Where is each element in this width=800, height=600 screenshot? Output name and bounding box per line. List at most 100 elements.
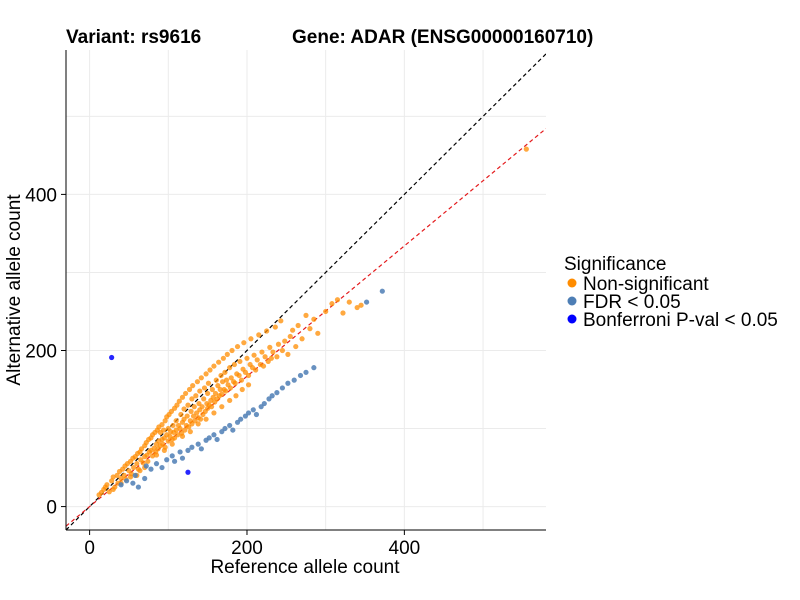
point-non-significant xyxy=(137,468,143,474)
grid-lines xyxy=(66,50,546,530)
point-non-significant xyxy=(193,393,199,399)
point-non-significant xyxy=(346,299,352,305)
legend-label-non-significant: Non-significant xyxy=(583,274,709,295)
point-non-significant xyxy=(176,398,182,404)
point-fdr-0-05 xyxy=(379,288,385,294)
point-fdr-0-05 xyxy=(261,400,267,407)
y-tick-label: 0 xyxy=(46,498,57,519)
point-non-significant xyxy=(190,383,196,389)
y-tick-label: 200 xyxy=(25,341,57,362)
point-fdr-0-05 xyxy=(297,372,304,379)
point-non-significant xyxy=(236,372,242,379)
x-tick-label: 200 xyxy=(231,538,263,559)
point-non-significant xyxy=(205,390,211,397)
point-non-significant xyxy=(295,322,301,329)
point-non-significant xyxy=(211,410,217,416)
point-fdr-0-05 xyxy=(230,427,236,433)
point-non-significant xyxy=(237,358,243,365)
point-non-significant xyxy=(287,333,293,340)
point-fdr-0-05 xyxy=(311,365,317,371)
point-non-significant xyxy=(110,474,116,480)
point-fdr-0-05 xyxy=(169,453,175,459)
legend-key-non-significant xyxy=(567,278,577,288)
point-non-significant xyxy=(224,351,230,357)
point-non-significant xyxy=(173,427,179,433)
point-non-significant xyxy=(207,367,213,373)
point-non-significant xyxy=(245,372,252,379)
axes xyxy=(65,50,546,531)
point-non-significant xyxy=(188,408,194,414)
point-fdr-0-05 xyxy=(206,435,212,441)
point-non-significant xyxy=(170,422,176,429)
point-non-significant xyxy=(210,394,216,400)
point-non-significant xyxy=(219,404,225,410)
point-non-significant xyxy=(203,371,209,377)
point-non-significant xyxy=(238,377,245,383)
point-non-significant xyxy=(186,386,193,393)
point-non-significant xyxy=(267,344,273,350)
data-points xyxy=(96,146,529,498)
point-fdr-0-05 xyxy=(291,377,297,383)
point-non-significant xyxy=(106,489,112,495)
point-non-significant xyxy=(187,429,193,435)
point-non-significant xyxy=(227,385,234,391)
point-non-significant xyxy=(233,393,239,399)
point-fdr-0-05 xyxy=(195,441,201,447)
point-fdr-0-05 xyxy=(363,299,370,305)
point-non-significant xyxy=(299,336,305,342)
point-non-significant xyxy=(229,347,235,354)
point-non-significant xyxy=(282,338,288,344)
point-non-significant xyxy=(223,377,230,383)
point-non-significant xyxy=(213,377,219,383)
legend-label-fdr: FDR < 0.05 xyxy=(583,292,681,313)
point-non-significant xyxy=(275,341,282,347)
point-non-significant xyxy=(203,416,209,422)
point-non-significant xyxy=(274,354,280,360)
point-non-significant xyxy=(329,301,335,307)
point-non-significant xyxy=(270,349,276,355)
point-non-significant xyxy=(272,324,278,330)
point-non-significant xyxy=(162,418,168,424)
point-non-significant xyxy=(174,402,180,408)
point-non-significant xyxy=(219,391,225,397)
point-non-significant xyxy=(218,372,224,379)
point-non-significant xyxy=(145,458,151,464)
point-non-significant xyxy=(179,394,186,400)
point-non-significant xyxy=(223,388,229,394)
point-fdr-0-05 xyxy=(238,416,244,422)
point-non-significant xyxy=(262,354,268,360)
point-non-significant xyxy=(358,302,364,308)
point-non-significant xyxy=(354,304,360,311)
point-fdr-0-05 xyxy=(171,458,178,464)
point-non-significant xyxy=(201,396,207,402)
point-non-significant xyxy=(256,332,262,338)
point-non-significant xyxy=(175,432,181,438)
point-non-significant xyxy=(278,318,284,324)
point-non-significant xyxy=(217,386,223,393)
point-non-significant xyxy=(191,404,197,410)
point-fdr-0-05 xyxy=(198,446,204,452)
legend-key-fdr xyxy=(567,296,577,306)
point-non-significant xyxy=(109,478,115,484)
point-non-significant xyxy=(228,375,234,381)
reference-line-fit xyxy=(66,128,546,527)
point-non-significant xyxy=(110,486,116,493)
point-fdr-0-05 xyxy=(179,455,186,461)
point-fdr-0-05 xyxy=(132,472,138,478)
point-non-significant xyxy=(153,452,160,458)
point-fdr-0-05 xyxy=(211,432,217,438)
point-non-significant xyxy=(307,326,313,332)
point-non-significant xyxy=(184,413,190,419)
legend-title: Significance xyxy=(564,254,666,275)
point-non-significant xyxy=(219,379,226,385)
point-non-significant xyxy=(208,404,215,410)
point-non-significant xyxy=(290,327,296,333)
point-bonferroni-p-val-0-05 xyxy=(185,469,191,475)
point-non-significant xyxy=(285,351,291,357)
point-fdr-0-05 xyxy=(279,385,285,391)
x-tick-label: 0 xyxy=(84,538,95,559)
point-fdr-0-05 xyxy=(159,464,165,471)
point-non-significant xyxy=(169,441,175,447)
point-non-significant xyxy=(315,330,321,336)
point-non-significant xyxy=(232,380,238,386)
